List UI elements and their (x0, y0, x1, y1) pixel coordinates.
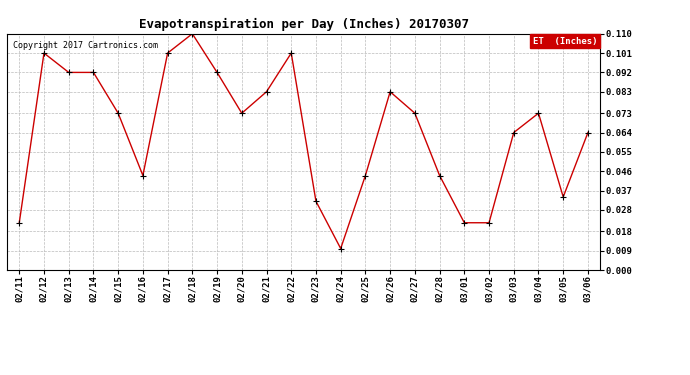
Text: Copyright 2017 Cartronics.com: Copyright 2017 Cartronics.com (13, 41, 158, 50)
Title: Evapotranspiration per Day (Inches) 20170307: Evapotranspiration per Day (Inches) 2017… (139, 18, 469, 31)
Text: ET  (Inches): ET (Inches) (533, 36, 598, 45)
